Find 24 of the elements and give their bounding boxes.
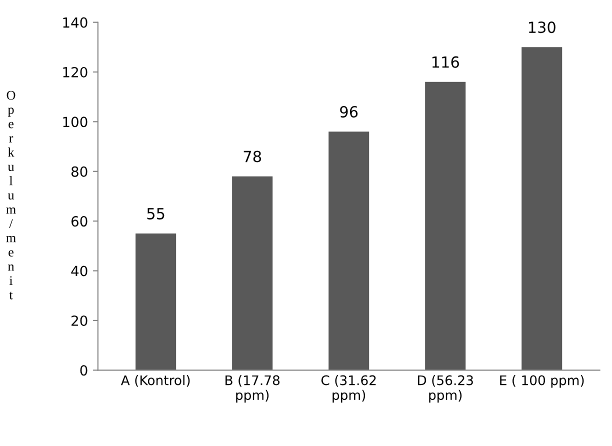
y-tick-label: 0 [80,365,88,376]
y-tick-label: 100 [63,116,88,128]
bar [425,82,466,370]
y-tick-label: 140 [63,17,88,28]
data-label: 55 [147,208,164,220]
y-tick-label: 60 [71,216,88,227]
bar [522,47,562,370]
x-tick-label: C (31.62 ppm) [321,375,376,403]
data-label: 116 [432,56,459,68]
data-label: 96 [340,106,358,118]
x-tick-label: E ( 100 ppm) [500,375,584,388]
y-tick-label: 40 [71,266,88,276]
data-label: 78 [244,150,262,162]
data-label: 130 [528,22,556,34]
bar [328,132,370,370]
bar [232,176,273,370]
y-tick-label: 20 [72,315,88,326]
x-tick-label: A (Kontrol) [120,375,190,387]
y-tick-label: 80 [71,166,88,177]
bar [136,234,176,370]
x-tick-label: D (56.23 ppm) [418,375,473,403]
y-tick-label: 120 [63,66,88,78]
text: Operkulum/menit [6,90,16,300]
x-tick-label: B (17.78 ppm) [226,375,280,403]
